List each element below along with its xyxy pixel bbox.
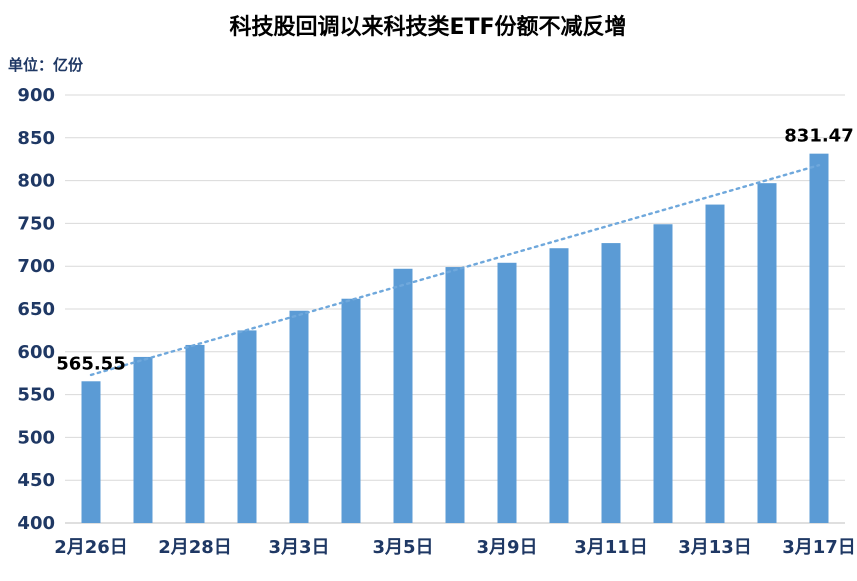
- bar: [341, 298, 361, 523]
- bar: [601, 243, 621, 523]
- y-tick-label: 550: [17, 385, 55, 406]
- x-tick-label: 3月9日: [476, 537, 537, 558]
- bar: [653, 224, 673, 524]
- y-tick-label: 800: [17, 171, 55, 192]
- y-tick-label: 450: [17, 470, 55, 491]
- data-label: 565.55: [56, 353, 125, 374]
- bar: [445, 267, 465, 523]
- bar: [185, 344, 205, 523]
- y-tick-label: 850: [17, 128, 55, 149]
- x-tick-label: 3月5日: [372, 537, 433, 558]
- bar: [497, 262, 517, 523]
- y-tick-label: 500: [17, 427, 55, 448]
- x-tick-label: 3月13日: [678, 537, 752, 558]
- bar: [81, 381, 101, 523]
- y-tick-label: 650: [17, 299, 55, 320]
- y-tick-label: 600: [17, 342, 55, 363]
- bar: [549, 248, 569, 523]
- trendline: [89, 163, 821, 377]
- bar: [809, 153, 829, 523]
- bar: [289, 310, 309, 523]
- y-tick-label: 750: [17, 213, 55, 234]
- y-tick-label: 700: [17, 256, 55, 277]
- x-tick-label: 3月3日: [268, 537, 329, 558]
- bar: [757, 183, 777, 523]
- plot-area: 400 450 500 550 600 650 700 750 800 850 900 2月26日 2月…: [17, 85, 855, 558]
- axis-unit-label: 单位：亿份: [8, 56, 84, 74]
- y-tick-label: 900: [17, 85, 55, 106]
- x-tick-label: 3月17日: [782, 537, 856, 558]
- x-tick-label: 2月26日: [54, 537, 128, 558]
- x-tick-label: 2月28日: [158, 537, 232, 558]
- data-label: 831.47: [784, 126, 853, 147]
- chart-title: 科技股回调以来科技类ETF份额不减反增: [229, 14, 626, 40]
- bar: [705, 204, 725, 523]
- y-tick-label: 400: [17, 513, 55, 534]
- bar: [393, 268, 413, 523]
- bar: [133, 356, 153, 523]
- x-tick-label: 3月11日: [574, 537, 648, 558]
- bar: [237, 330, 257, 523]
